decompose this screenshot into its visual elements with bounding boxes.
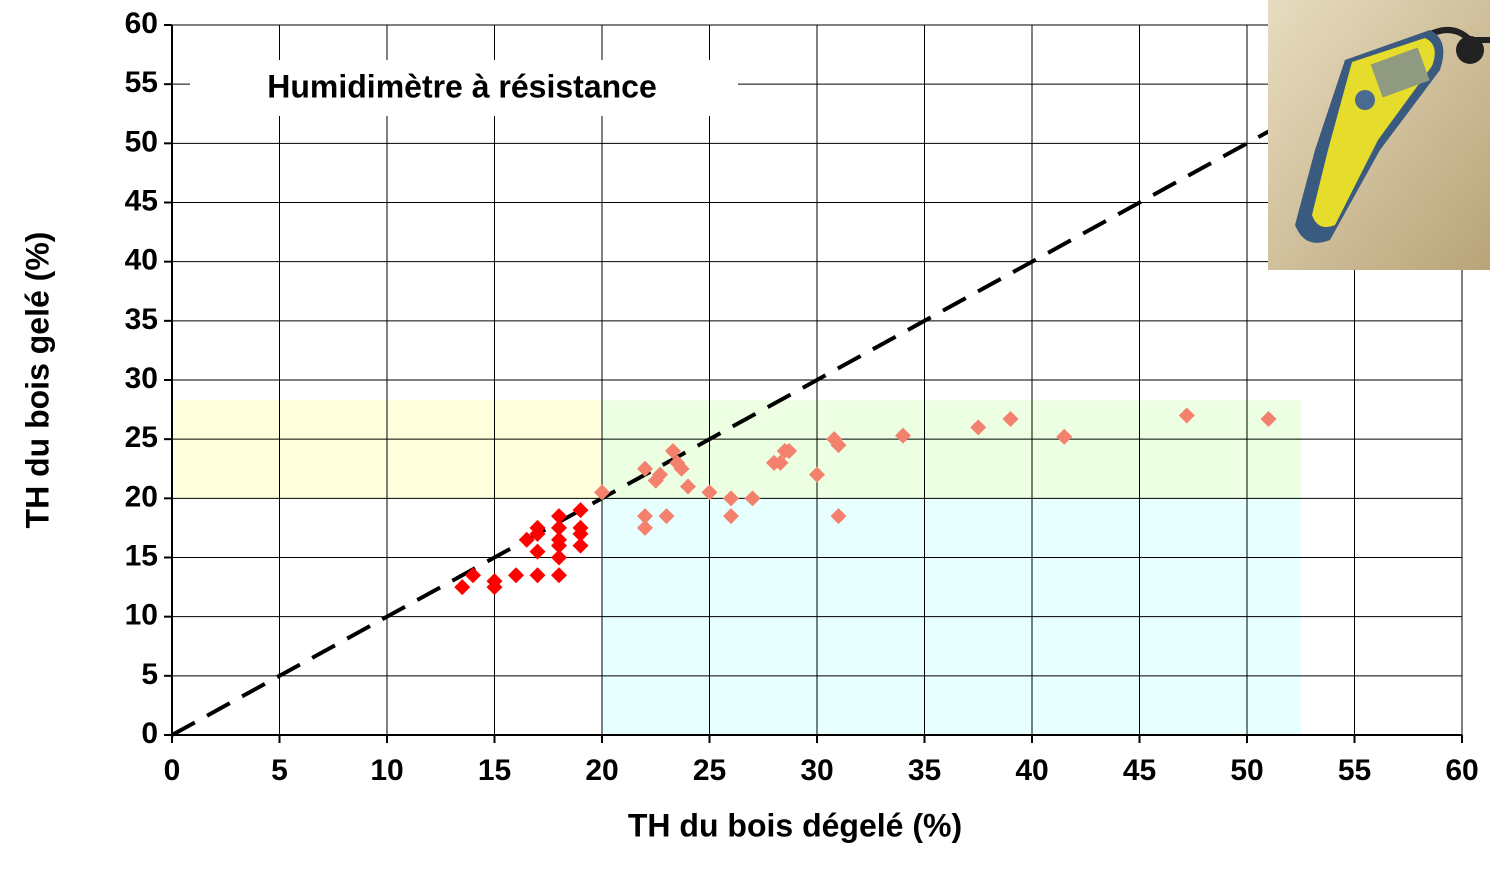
point [772, 454, 789, 471]
point [454, 579, 471, 596]
y-axis-title: TH du bois gelé (%) [19, 232, 55, 529]
photo [1268, 0, 1490, 270]
point [1056, 428, 1073, 445]
point [486, 573, 503, 590]
point [551, 549, 567, 566]
reference-line [171, 117, 1291, 737]
point [529, 543, 546, 560]
point [744, 490, 761, 507]
point [658, 508, 675, 525]
x-tick-label: 35 [908, 754, 941, 787]
marks [171, 117, 1291, 737]
y-tick-label: 20 [125, 480, 158, 513]
point [551, 508, 567, 525]
point [809, 466, 825, 483]
point [781, 443, 798, 459]
x-tick-label: 0 [164, 754, 181, 787]
point [465, 567, 481, 584]
point [652, 466, 669, 483]
point [508, 567, 524, 584]
y-tick-label: 5 [141, 658, 158, 691]
y-tick-label: 55 [125, 66, 158, 99]
grid: 0 5 10 15 20 25 30 35 40 45 50 55 60 0 5 10 15 20 25 30 35 40… [125, 7, 1479, 787]
point [673, 460, 690, 477]
point [529, 519, 546, 536]
point [518, 531, 535, 548]
point [637, 460, 653, 477]
point [970, 419, 987, 436]
x-tick-label: 20 [585, 754, 618, 787]
point [1260, 411, 1277, 428]
region [602, 400, 1301, 499]
point [830, 508, 847, 525]
point [701, 484, 718, 501]
point [572, 502, 589, 519]
y-tick-label: 10 [125, 599, 158, 632]
y-tick-label: 15 [125, 539, 158, 572]
y-tick-label: 35 [125, 303, 158, 336]
point [830, 437, 847, 454]
x-tick-label: 45 [1123, 754, 1156, 787]
point [551, 519, 567, 536]
x-axis-title: TH du bois dégelé (%) [628, 807, 962, 843]
annotation-box [190, 60, 738, 116]
point [895, 427, 911, 444]
x-tick-label: 55 [1338, 754, 1371, 787]
x-tick-label: 25 [693, 754, 726, 787]
y-tick-label: 60 [125, 7, 158, 40]
point [664, 443, 681, 459]
point [529, 567, 546, 584]
x-tick-label: 40 [1015, 754, 1048, 787]
annotation: Humidimètre à résistance [267, 68, 657, 104]
x-tick-label: 15 [478, 754, 511, 787]
y-tick-label: 0 [141, 717, 158, 750]
y-tick-label: 25 [125, 421, 158, 454]
point [723, 508, 739, 525]
point [594, 484, 610, 501]
point [551, 537, 567, 554]
x-tick-label: 50 [1230, 754, 1263, 787]
point [637, 519, 653, 536]
y-tick-label: 30 [125, 362, 158, 395]
point [572, 537, 589, 554]
point [723, 490, 739, 507]
point [1002, 411, 1019, 428]
x-tick-label: 60 [1445, 754, 1478, 787]
point [637, 508, 653, 525]
point [1178, 407, 1195, 424]
y-tick-label: 50 [125, 125, 158, 158]
y-tick-label: 45 [125, 184, 158, 217]
x-tick-label: 10 [370, 754, 403, 787]
x-tick-label: 30 [800, 754, 833, 787]
x-tick-label: 5 [271, 754, 288, 787]
point [551, 567, 567, 584]
point [572, 525, 589, 542]
point [680, 478, 696, 495]
plot-background [172, 400, 1301, 735]
y-tick-label: 40 [125, 244, 158, 277]
